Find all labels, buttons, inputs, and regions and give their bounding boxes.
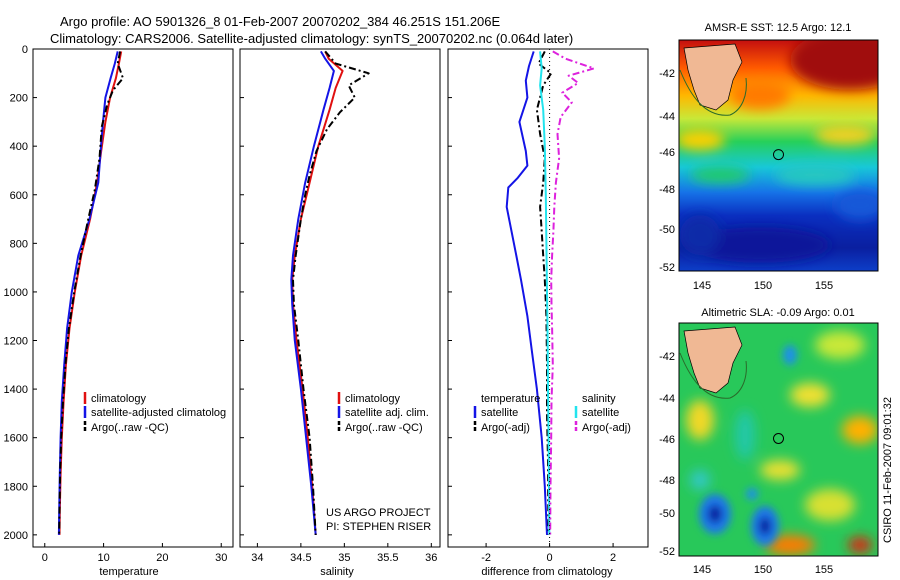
legend-label-climatology: climatology xyxy=(345,393,401,405)
salinity-xtick-label: 35.5 xyxy=(377,552,398,564)
panel-ticks: 0 10 20 30020040060080010001200140016001800… xyxy=(4,44,617,564)
sla-xtick: 150 xyxy=(754,564,772,576)
legend-label-argo: Argo(..raw -QC) xyxy=(345,422,423,434)
sla-ytick: -50 xyxy=(659,508,675,520)
temperature-panel-frame xyxy=(32,48,234,548)
temperature-series-satellite-adjusted-climatolog xyxy=(57,51,119,535)
temperature-xtick-label: 10 xyxy=(97,552,109,564)
sst-ytick: -42 xyxy=(659,68,675,80)
legend-label-argo: Argo(..raw -QC) xyxy=(91,422,169,434)
sst-xtick: 150 xyxy=(754,280,772,292)
depth-ytick-label: 2000 xyxy=(4,530,28,542)
side-timestamp-label: CSIRO 11-Feb-2007 09:01:32 xyxy=(882,397,894,543)
argo-float-marker-sla xyxy=(773,433,784,444)
depth-ytick-label: 1400 xyxy=(4,384,28,396)
depth-ytick-label: 1000 xyxy=(4,287,28,299)
difference-legend: temperature satellite Argo(-adj) salinit… xyxy=(473,393,631,434)
salinity-series-argo-raw-qc xyxy=(292,50,370,535)
figure-title-line2: Climatology: CARS2006. Satellite-adjuste… xyxy=(50,31,573,46)
sla-map-xticks: 145 150 155 xyxy=(693,564,833,576)
temperature-legend: climatology satellite-adjusted climatolo… xyxy=(83,392,226,434)
difference-xtick-label: -2 xyxy=(481,552,491,564)
credit-line2: PI: STEPHEN RISER xyxy=(326,521,431,533)
difference-series-salinity-satellite xyxy=(539,51,551,535)
temperature-xtick-label: 20 xyxy=(156,552,168,564)
sst-map-xticks: 145 150 155 xyxy=(693,280,833,292)
tasmania-landmass-sla xyxy=(683,326,743,394)
shelf-contour-sla xyxy=(679,352,747,399)
difference-panel-frame xyxy=(447,48,649,548)
salinity-panel-frame xyxy=(239,48,441,548)
salinity-series-satellite-adj-clim xyxy=(290,50,335,535)
depth-ytick-label: 1600 xyxy=(4,433,28,445)
salinity-xtick-label: 35 xyxy=(338,552,350,564)
sst-ytick: -48 xyxy=(659,184,675,196)
depth-ytick-label: 1800 xyxy=(4,481,28,493)
depth-ytick-label: 400 xyxy=(10,141,28,153)
legend-label-satellite: satellite adj. clim. xyxy=(345,407,429,419)
temperature-series-climatology xyxy=(58,51,123,535)
salinity-xtick-label: 34 xyxy=(251,552,263,564)
sla-ytick: -52 xyxy=(659,546,675,558)
temperature-axis-label: temperature xyxy=(99,566,158,578)
salinity-legend: climatology satellite adj. clim. Argo(..… xyxy=(337,392,429,434)
legend-group-temperature: temperature xyxy=(481,393,540,405)
depth-ytick-label: 1200 xyxy=(4,336,28,348)
sla-map-frame xyxy=(678,322,879,557)
legend-label-satellite: satellite-adjusted climatolog xyxy=(91,407,226,419)
depth-ytick-label: 200 xyxy=(10,93,28,105)
sst-map-frame xyxy=(678,39,879,272)
legend-label-temp-argo: Argo(-adj) xyxy=(481,422,530,434)
salinity-axis-label: salinity xyxy=(320,566,354,578)
legend-label-sal-argo: Argo(-adj) xyxy=(582,422,631,434)
legend-label-sal-satellite: satellite xyxy=(582,407,619,419)
temperature-xtick-label: 30 xyxy=(215,552,227,564)
difference-series-temperature-satellite xyxy=(505,51,548,535)
figure-title-line1: Argo profile: AO 5901326_8 01-Feb-2007 2… xyxy=(60,14,501,29)
sst-ytick: -46 xyxy=(659,147,675,159)
sla-map-title: Altimetric SLA: -0.09 Argo: 0.01 xyxy=(701,307,854,319)
sla-ytick: -44 xyxy=(659,393,675,405)
difference-xtick-label: 0 xyxy=(547,552,553,564)
sla-ytick: -46 xyxy=(659,434,675,446)
sst-xtick: 155 xyxy=(815,280,833,292)
argo-float-marker-sst xyxy=(773,149,784,161)
salinity-xtick-label: 34.5 xyxy=(290,552,311,564)
legend-label-temp-satellite: satellite xyxy=(481,407,518,419)
salinity-xtick-label: 36 xyxy=(425,552,437,564)
temperature-xtick-label: 0 xyxy=(42,552,48,564)
sst-ytick: -52 xyxy=(659,262,675,274)
shelf-contour-sst xyxy=(679,69,747,116)
depth-ytick-label: 600 xyxy=(10,190,28,202)
legend-label-climatology: climatology xyxy=(91,393,147,405)
difference-axis-label: difference from climatology xyxy=(481,566,613,578)
sst-map-image xyxy=(679,40,878,271)
sla-map-yticks: -42 -44 -46 -48 -50 -52 xyxy=(659,351,675,558)
depth-ytick-label: 0 xyxy=(22,44,28,56)
sst-xtick: 145 xyxy=(693,280,711,292)
sla-xtick: 145 xyxy=(693,564,711,576)
sla-map-image xyxy=(679,323,878,556)
sla-xtick: 155 xyxy=(815,564,833,576)
salinity-series-climatology xyxy=(291,50,344,535)
sst-map-yticks: -42 -44 -46 -48 -50 -52 xyxy=(659,68,675,274)
sst-ytick: -44 xyxy=(659,111,675,123)
panel-lines xyxy=(57,50,595,535)
legend-group-salinity: salinity xyxy=(582,393,616,405)
credit-line1: US ARGO PROJECT xyxy=(326,507,431,519)
tasmania-landmass-sst xyxy=(683,43,743,111)
temperature-series-argo-raw-qc xyxy=(58,51,124,535)
sla-ytick: -48 xyxy=(659,475,675,487)
difference-xtick-label: 2 xyxy=(610,552,616,564)
sst-ytick: -50 xyxy=(659,224,675,236)
difference-series-temperature-argo-adj xyxy=(535,50,553,535)
sla-ytick: -42 xyxy=(659,351,675,363)
depth-ytick-label: 800 xyxy=(10,238,28,250)
difference-series-salinity-argo-adj xyxy=(549,50,595,535)
sst-map-title: AMSR-E SST: 12.5 Argo: 12.1 xyxy=(705,22,852,34)
